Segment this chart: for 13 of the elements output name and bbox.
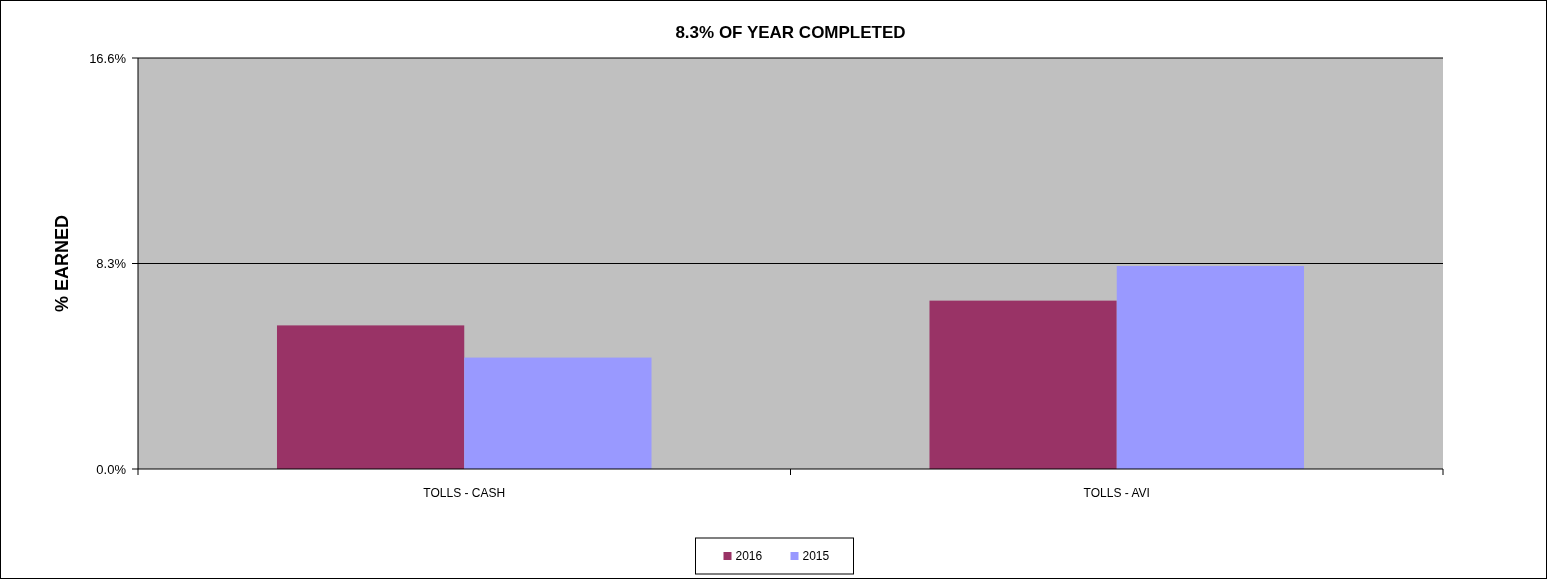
bar — [929, 300, 1117, 469]
y-tick-label: 0.0% — [96, 461, 127, 477]
y-tick-label: 16.6% — [89, 50, 127, 66]
x-tick-label: TOLLS - CASH — [423, 486, 506, 500]
legend-label: 2015 — [802, 549, 830, 564]
bar — [464, 357, 652, 469]
y-tick-label: 8.3% — [96, 256, 127, 272]
y-axis-title: % EARNED — [52, 214, 72, 313]
chart-title: 8.3% OF YEAR COMPLETED — [675, 23, 906, 42]
bar — [1116, 265, 1305, 469]
bar — [276, 325, 465, 469]
x-tick-label: TOLLS - AVI — [1083, 486, 1150, 500]
legend-label: 2016 — [735, 549, 763, 564]
